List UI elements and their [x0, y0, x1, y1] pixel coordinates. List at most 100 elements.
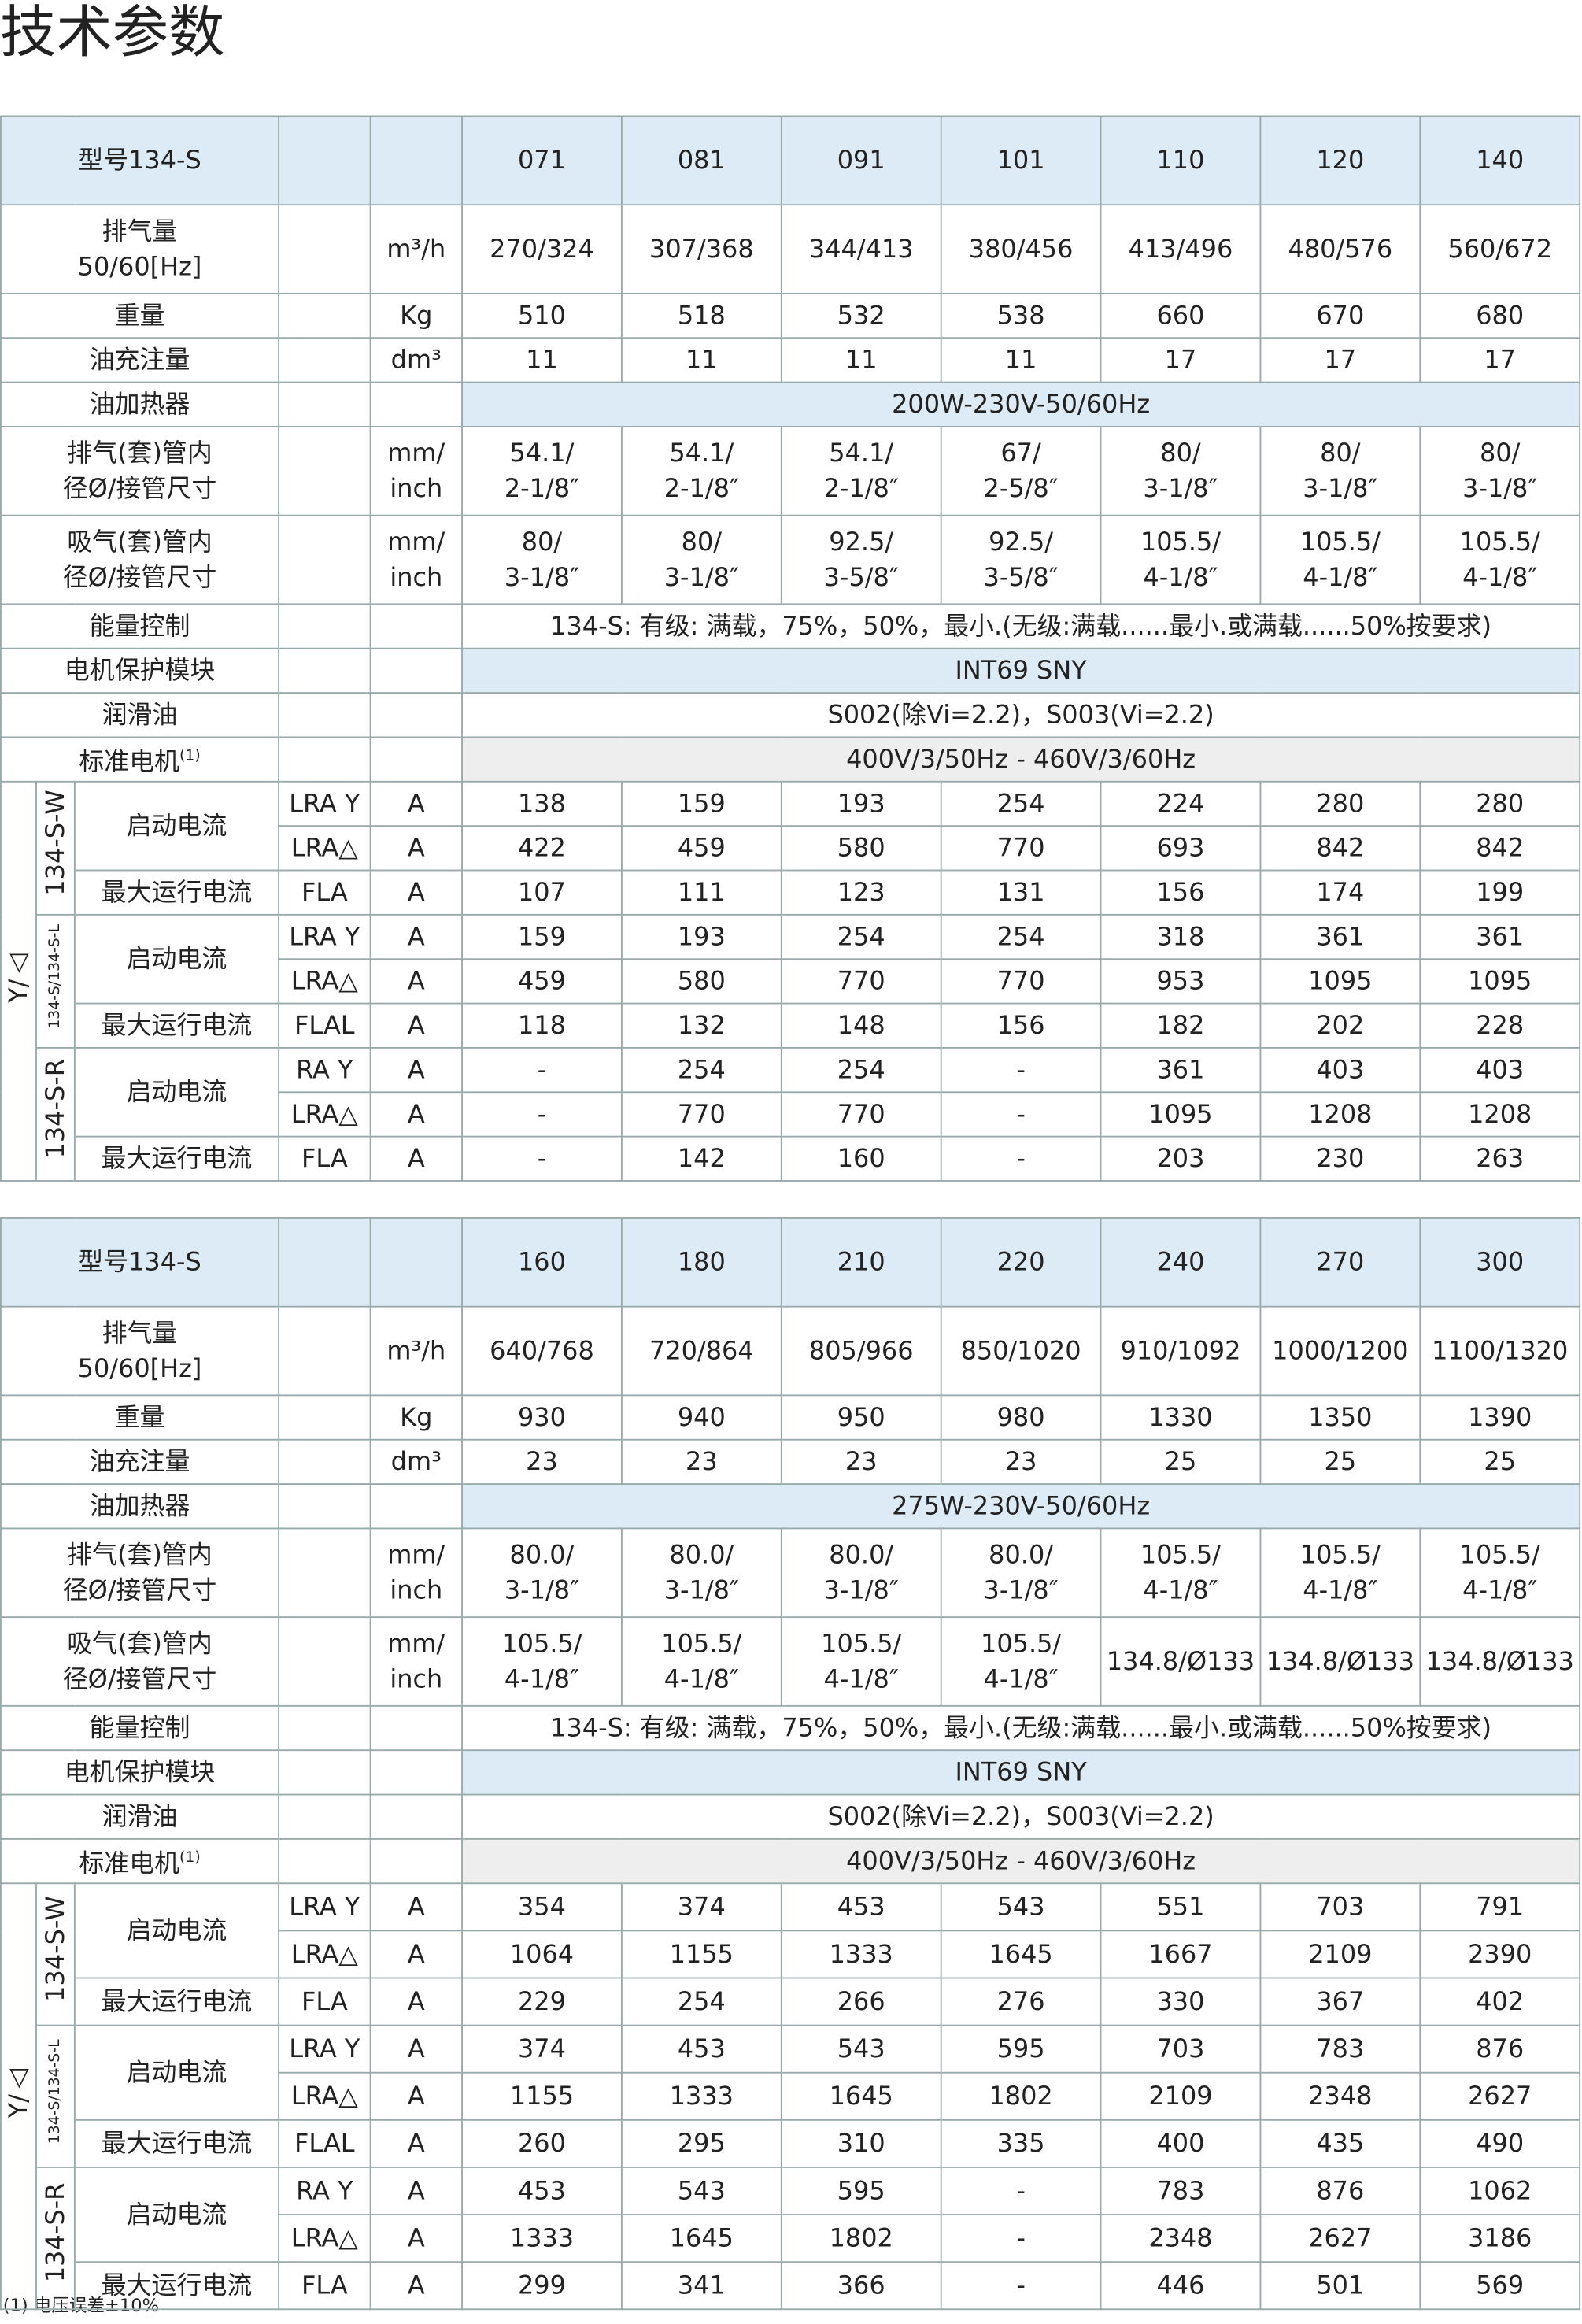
current-label: 最大运行电流	[73, 2119, 280, 2168]
text: 280	[1316, 789, 1365, 819]
model-header: 091	[780, 115, 942, 206]
text: 134-S-W	[40, 790, 71, 897]
text: 134-S/134-S-L	[46, 923, 63, 1029]
value: 330	[1100, 1977, 1262, 2026]
value: 543	[780, 2024, 942, 2074]
value: 25	[1259, 1438, 1421, 1486]
text: 159	[517, 922, 566, 952]
text-line: 3-1/8″	[504, 1575, 580, 1606]
spec-table: 型号134-S 160 180 210 220 240 270 300 排气量 50/60[Hz]…	[0, 1217, 1581, 2311]
value: 1330	[1100, 1394, 1262, 1441]
text: 510	[517, 301, 566, 331]
text: 344/413	[808, 234, 914, 265]
text-line: 80/	[1160, 438, 1201, 468]
text: 156	[1156, 877, 1205, 908]
text: 1390	[1468, 1402, 1532, 1433]
spec-row: 标准电机(1) 400V/3/50Hz - 460V/3/60Hz	[0, 1837, 1581, 1885]
value: 142	[620, 1135, 782, 1182]
row-label: 电机保护模块	[0, 1749, 280, 1796]
text: A	[407, 2176, 425, 2206]
value: 490	[1419, 2119, 1581, 2168]
value: 402	[1419, 1977, 1581, 2026]
text: 791	[1476, 1892, 1525, 1922]
spec-row: 吸气(套)管内 径Ø/接管尺寸 mm/inch 80/3-1/8″ 80/3-1/8″ 9…	[0, 514, 1581, 605]
empty-cell	[278, 1616, 371, 1707]
empty-cell	[278, 1527, 371, 1619]
text-line: 80/	[1480, 438, 1521, 468]
model-header: 160	[461, 1217, 623, 1308]
text: 403	[1476, 1055, 1525, 1085]
empty-cell	[278, 337, 371, 383]
model-header: 071	[461, 115, 623, 206]
value: 551	[1100, 1882, 1262, 1932]
text: 1155	[509, 2081, 575, 2111]
row-label: 油充注量	[0, 337, 280, 383]
text-line: 2-1/8″	[504, 474, 580, 504]
text: 2109	[1308, 1939, 1373, 1970]
row-label: 重量	[0, 292, 280, 339]
text: LRA△	[290, 1939, 358, 1970]
empty-cell	[369, 1217, 463, 1308]
text: -	[1016, 1055, 1026, 1085]
value: 1333	[461, 2214, 623, 2263]
text-line: 92.5/	[989, 527, 1054, 557]
text: A	[407, 1939, 425, 1970]
text: 805/966	[808, 1336, 914, 1366]
empty-cell	[278, 603, 371, 649]
unit: mm/inch	[369, 1527, 463, 1619]
row-label: 能量控制	[0, 603, 280, 649]
value: 111	[620, 869, 782, 916]
text: 081	[677, 146, 726, 176]
text: 25	[1484, 1447, 1517, 1477]
text: 134-S/134-S-L	[46, 2038, 63, 2144]
model-header: 120	[1259, 115, 1421, 206]
value: 276	[940, 1977, 1102, 2026]
text: 2627	[1308, 2223, 1373, 2253]
value: 105.5/4-1/8″	[1259, 514, 1421, 605]
value: 1095	[1100, 1091, 1262, 1138]
text: 453	[837, 1892, 885, 1922]
text: 110	[1156, 146, 1205, 176]
spec-table: 型号134-S 071 081 091 101 110 120 140 排气量 50/60[Hz]…	[0, 115, 1581, 1182]
value: 518	[620, 292, 782, 339]
text-line: 54.1/	[829, 438, 894, 468]
text: 23	[845, 1447, 878, 1477]
value: 1645	[620, 2214, 782, 2263]
value: -	[940, 2214, 1102, 2263]
text: 123	[837, 877, 885, 908]
group-label: 134-S-R	[35, 1046, 76, 1182]
spec-row: 吸气(套)管内 径Ø/接管尺寸 mm/inch 105.5/4-1/8″ 105.5/4…	[0, 1616, 1581, 1707]
text: 380/456	[968, 234, 1074, 265]
text-line: 3-1/8″	[823, 1575, 899, 1606]
text: 770	[837, 966, 885, 997]
value: 940	[620, 1394, 782, 1441]
sub-label: LRA Y	[278, 1882, 371, 1932]
current-label: 启动电流	[73, 1046, 280, 1138]
current-label: 启动电流	[73, 1882, 280, 1979]
text: 770	[837, 1099, 885, 1130]
unit: A	[369, 1930, 463, 1979]
value: 783	[1259, 2024, 1421, 2074]
text: 23	[526, 1447, 558, 1477]
value: 453	[461, 2167, 623, 2215]
current-row: 最大运行电流 FLA A 107 111 123 131 156 174 199	[1, 869, 1581, 916]
value: 361	[1259, 913, 1421, 960]
text: 1802	[989, 2081, 1053, 2111]
text: 240	[1156, 1247, 1205, 1278]
value: 1802	[780, 2214, 942, 2263]
text-line: 105.5/	[1459, 1540, 1540, 1571]
current-row: 最大运行电流 FLA A 229 254 266 276 330 367 402	[1, 1977, 1581, 2026]
text: 最大运行电流	[101, 1144, 253, 1174]
text: 980	[996, 1402, 1045, 1433]
text-line: 4-1/8″	[823, 1664, 899, 1694]
empty-cell	[278, 736, 371, 783]
text: 680	[1476, 301, 1525, 331]
text: 595	[837, 2176, 885, 2206]
text: 101	[996, 146, 1045, 176]
text-line: 排气(套)管内	[67, 438, 213, 468]
value: 254	[780, 1046, 942, 1094]
text-line: 4-1/8″	[983, 1664, 1059, 1694]
text-line: 105.5/	[1459, 527, 1540, 557]
text: 油加热器	[89, 389, 190, 420]
value: 54.1/2-1/8″	[620, 426, 782, 516]
